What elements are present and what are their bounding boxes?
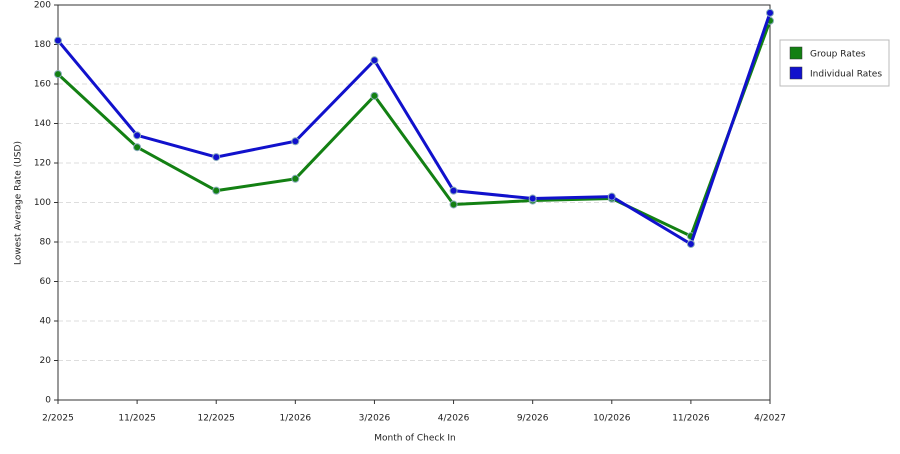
y-tick-label: 20: [40, 356, 52, 366]
data-point: [212, 153, 221, 162]
y-tick-label: 80: [40, 238, 52, 248]
series-line: [56, 20, 772, 239]
x-tick-label: 11/2026: [672, 414, 710, 424]
plot-frame: [57, 4, 771, 401]
data-point: [212, 186, 221, 195]
y-tick-label: 200: [34, 1, 51, 11]
x-tick-label: 3/2026: [359, 414, 391, 424]
y-tick-label: 180: [34, 40, 51, 50]
y-tick-label: 0: [45, 396, 51, 406]
data-point: [607, 192, 616, 201]
x-tick-label: 4/2027: [754, 414, 786, 424]
y-tick-label: 120: [34, 159, 51, 169]
x-tick-label: 9/2026: [517, 414, 549, 424]
y-tick-label: 60: [40, 277, 52, 287]
x-axis-label: Month of Check In: [374, 434, 456, 444]
legend-swatch: [789, 66, 803, 80]
data-point: [133, 131, 142, 140]
x-tick-label: 12/2025: [198, 414, 235, 424]
data-point: [370, 56, 379, 65]
data-point: [291, 174, 300, 183]
y-axis-label: Lowest Average Rate (USD): [14, 141, 24, 265]
y-tick-label: 140: [34, 119, 51, 129]
data-point: [54, 36, 62, 45]
data-point: [766, 8, 774, 17]
data-point: [449, 200, 458, 209]
x-tick-label: 10/2026: [593, 414, 631, 424]
data-point: [370, 91, 379, 100]
x-tick-label: 1/2026: [279, 414, 311, 424]
data-point: [528, 194, 537, 203]
x-tick-label: 4/2026: [438, 414, 470, 424]
data-point: [291, 137, 300, 146]
legend-label: Group Rates: [810, 50, 866, 60]
legend-label: Individual Rates: [810, 70, 882, 80]
data-point: [449, 186, 458, 195]
y-tick-label: 160: [34, 80, 51, 90]
y-tick-label: 100: [34, 198, 51, 208]
series-line: [56, 12, 772, 247]
data-point: [686, 239, 695, 248]
legend-swatch: [789, 46, 803, 60]
x-tick-label: 11/2025: [118, 414, 155, 424]
data-point: [133, 143, 142, 152]
y-tick-label: 40: [40, 317, 52, 327]
x-tick-label: 2/2025: [42, 414, 74, 424]
data-point: [54, 70, 62, 79]
